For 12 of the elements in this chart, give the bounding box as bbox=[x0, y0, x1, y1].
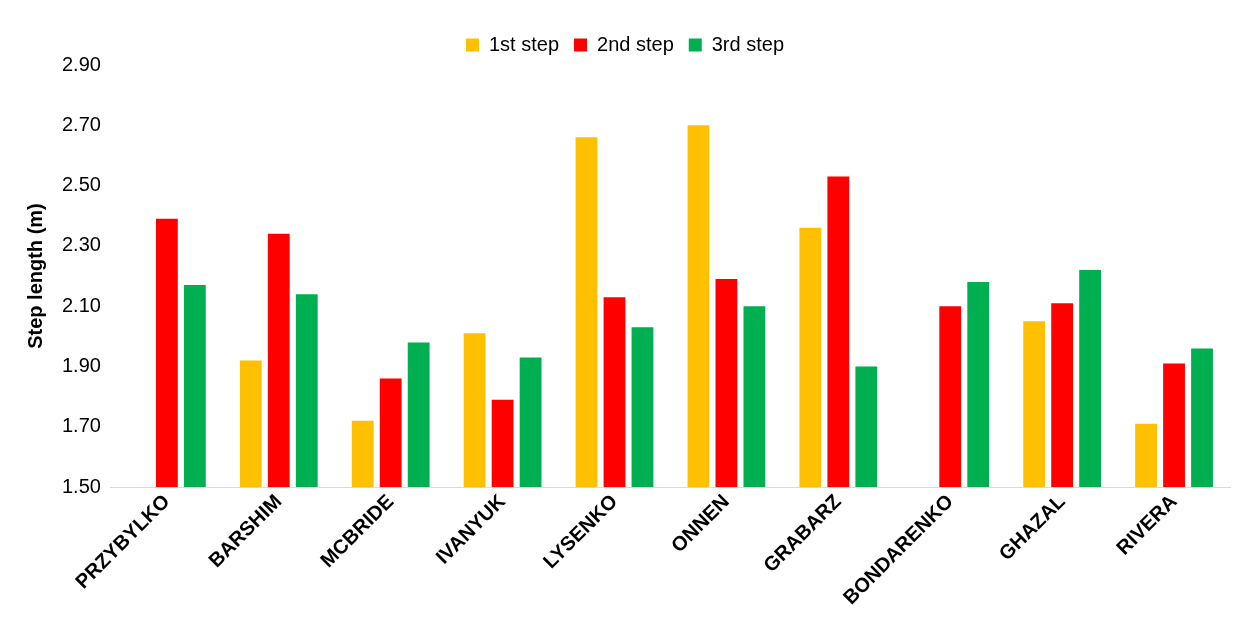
y-tick-label: 2.50 bbox=[61, 173, 101, 196]
legend-label: 3rd step bbox=[711, 32, 785, 55]
y-tick-label: 2.70 bbox=[61, 112, 101, 135]
legend-label: 2nd step bbox=[597, 32, 674, 55]
y-tick-label: 2.10 bbox=[61, 293, 101, 316]
y-tick-label: 1.50 bbox=[61, 474, 101, 497]
y-axis-title: Step length (m) bbox=[23, 203, 46, 349]
legend-label: 1st step bbox=[488, 32, 560, 55]
y-tick-label: 1.70 bbox=[61, 414, 101, 437]
y-tick-label: 2.30 bbox=[61, 233, 101, 256]
y-tick-label: 1.90 bbox=[61, 354, 101, 377]
y-tick-label: 2.90 bbox=[61, 52, 101, 75]
